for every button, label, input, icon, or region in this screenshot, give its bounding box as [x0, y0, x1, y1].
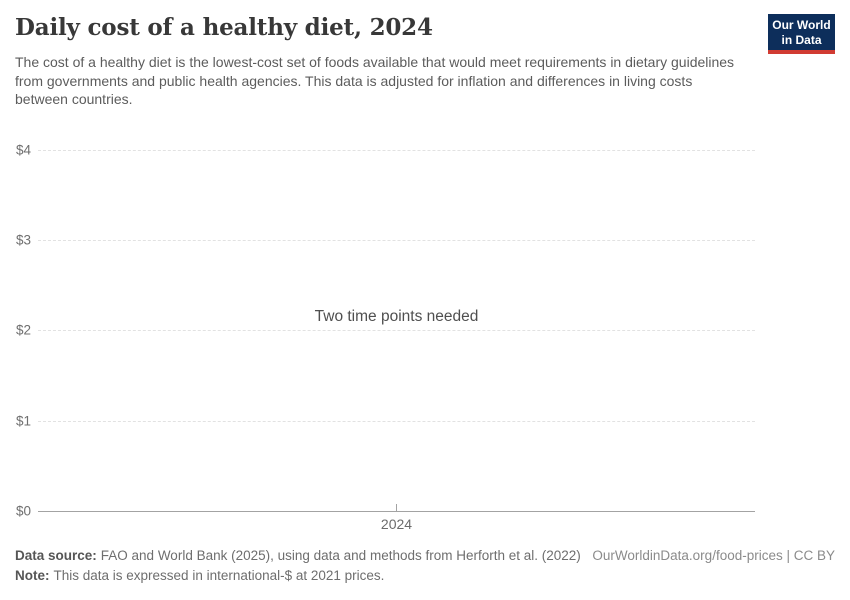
owid-logo-line2: in Data [781, 32, 822, 47]
y-axis-tick-4: $4 [16, 142, 32, 158]
gridline-2 [38, 330, 755, 331]
chart-subtitle: The cost of a healthy diet is the lowest… [15, 54, 735, 107]
footer-sources-row: Data source: FAO and World Bank (2025), u… [15, 548, 835, 563]
footer-note-row: Note: This data is expressed in internati… [15, 568, 384, 583]
note-label: Note: [15, 568, 50, 583]
gridline-3 [38, 240, 755, 241]
owid-logo[interactable]: Our World in Data [768, 14, 835, 54]
empty-chart-message: Two time points needed [314, 308, 479, 325]
x-axis-label: 2024 [380, 516, 413, 532]
gridline-1 [38, 421, 755, 422]
x-axis-tick-mark [396, 504, 397, 511]
x-axis-line [38, 511, 755, 512]
y-axis-tick-0: $0 [16, 503, 32, 519]
owid-logo-line1: Our World [772, 18, 831, 32]
y-axis-tick-2: $2 [16, 322, 32, 338]
data-source-label: Data source: [15, 548, 97, 563]
y-axis-tick-1: $1 [16, 413, 32, 429]
data-source-text: Data source: FAO and World Bank (2025), u… [15, 548, 581, 563]
attribution-link[interactable]: OurWorldinData.org/food-prices | CC BY [592, 548, 835, 563]
page-title: Daily cost of a healthy diet, 2024 [15, 14, 433, 41]
data-source-value: FAO and World Bank (2025), using data an… [100, 548, 581, 563]
gridline-4 [38, 150, 755, 151]
y-axis-tick-3: $3 [16, 232, 32, 248]
note-value: This data is expressed in international-… [53, 568, 385, 583]
